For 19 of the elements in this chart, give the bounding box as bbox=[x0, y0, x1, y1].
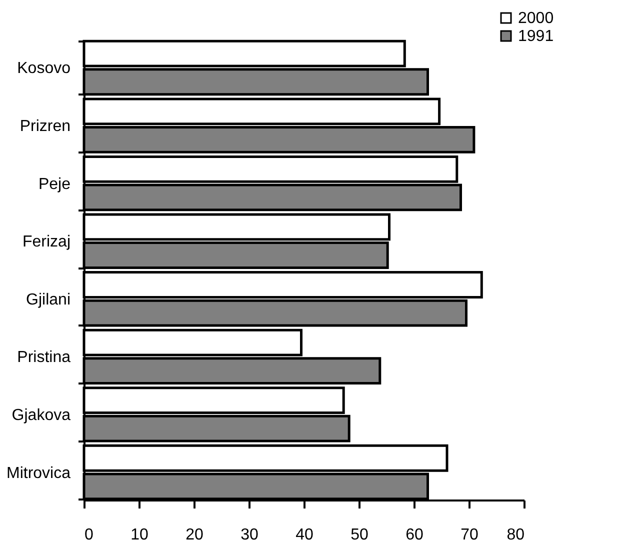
y-tick-label: Gjilani bbox=[26, 291, 70, 308]
x-tick-label: 40 bbox=[296, 526, 314, 544]
x-tick-label: 50 bbox=[350, 526, 368, 544]
x-tick-label: 0 bbox=[84, 526, 94, 544]
x-tick-label: 60 bbox=[406, 526, 424, 544]
y-tick-label: Kosovo bbox=[17, 60, 71, 78]
y-tick-label: Mitrovica bbox=[6, 464, 71, 482]
x-tick-label: 20 bbox=[186, 526, 204, 544]
legend-label: 1991 bbox=[518, 28, 554, 45]
x-tick-label: 10 bbox=[130, 526, 148, 544]
x-tick-label: 80 bbox=[506, 526, 525, 544]
y-tick-label: Ferizaj bbox=[22, 234, 70, 251]
y-tick-label: Prizren bbox=[20, 118, 70, 136]
x-tick-label: 70 bbox=[460, 526, 478, 544]
x-tick-label: 30 bbox=[240, 526, 258, 544]
y-tick-label: Peje bbox=[38, 176, 71, 193]
y-tick-label: Pristina bbox=[17, 349, 71, 366]
y-tick-label: Gjakova bbox=[12, 406, 71, 424]
legend-label: 2000 bbox=[518, 10, 554, 27]
